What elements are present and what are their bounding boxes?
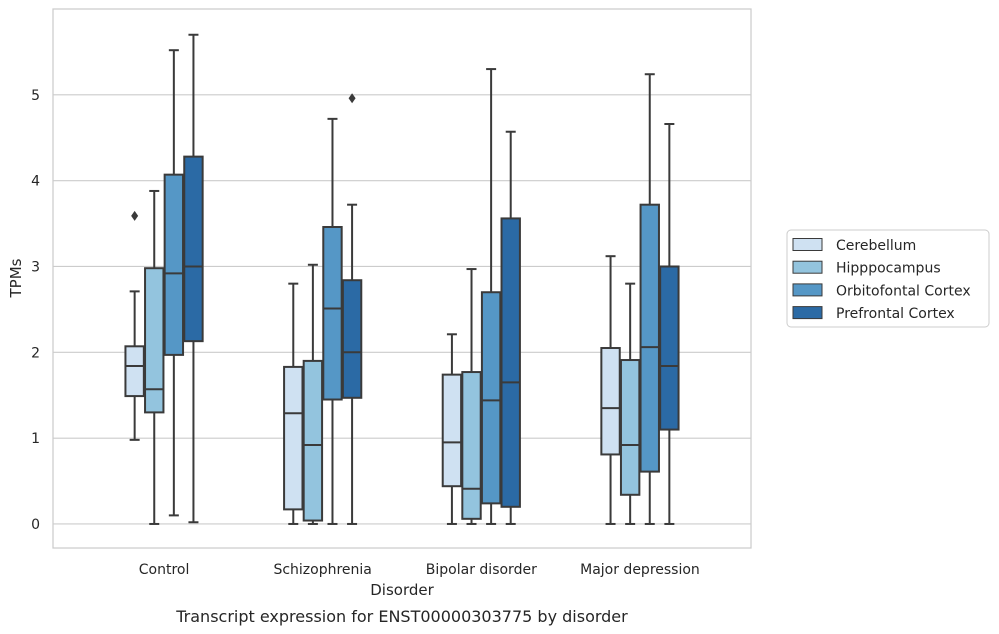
box-group: [600, 255, 621, 525]
box: [639, 203, 660, 473]
box: [619, 359, 641, 496]
box-group: [441, 333, 463, 525]
box: [341, 279, 363, 399]
box-group: [283, 282, 304, 525]
box: [480, 291, 502, 505]
y-tick-labels: 0 1 2 3 4 5: [31, 88, 40, 533]
legend-label: Orbitofontal Cortex: [836, 283, 971, 299]
box: [183, 155, 204, 343]
box-group: [341, 93, 363, 525]
box-group: [461, 268, 482, 525]
box: [441, 373, 463, 488]
legend-label: Cerebellum: [836, 238, 916, 254]
legend-items: Cerebellum Hipppocampus Orbitofontal Corte…: [792, 238, 971, 322]
y-tick-label: 4: [31, 174, 40, 190]
box-group: [322, 117, 343, 525]
box: [461, 371, 482, 520]
box: [163, 173, 185, 356]
legend-swatch: [792, 306, 823, 320]
box: [600, 347, 621, 456]
legend-swatch: [792, 283, 823, 297]
legend-frame: [786, 229, 990, 328]
y-tick-label: 3: [31, 259, 40, 275]
x-tick-label: Schizophrenia: [273, 562, 371, 578]
y-axis-label: TPMs: [7, 258, 25, 298]
x-tick-labels: Control Schizophrenia Bipolar disorder Majo…: [139, 562, 700, 578]
box-group: [500, 130, 521, 525]
outlier-point: [348, 93, 356, 104]
box: [283, 365, 304, 511]
legend-label: Prefrontal Cortex: [836, 306, 955, 322]
y-tick-label: 0: [31, 517, 40, 533]
y-tick-label: 5: [31, 88, 40, 104]
chart-caption: Transcript expression for ENST0000030377…: [175, 607, 628, 626]
box-group: [659, 123, 680, 525]
legend-swatch: [792, 260, 823, 274]
x-tick-label: Bipolar disorder: [426, 562, 537, 578]
boxes-layer: [124, 33, 680, 525]
box: [659, 265, 680, 431]
box: [302, 359, 324, 522]
box-group: [480, 68, 502, 525]
x-tick-label: Major depression: [580, 562, 700, 578]
box-group: [302, 263, 324, 525]
box: [500, 217, 521, 508]
legend: Cerebellum Hipppocampus Orbitofontal Corte…: [786, 229, 990, 328]
box: [144, 267, 165, 414]
box: [124, 345, 145, 398]
legend-label: Hipppocampus: [836, 261, 941, 277]
box-group: [183, 33, 204, 524]
box-group: [124, 210, 145, 441]
box: [322, 226, 343, 401]
box-group: [144, 189, 165, 525]
legend-swatch: [792, 238, 823, 251]
y-tick-label: 2: [31, 345, 40, 361]
x-tick-label: Control: [139, 562, 190, 578]
outlier-point: [131, 210, 139, 221]
x-axis-label: Disorder: [370, 581, 434, 599]
box-group: [639, 73, 660, 525]
box-group: [619, 282, 641, 525]
plot-frame: [52, 8, 752, 549]
y-tick-label: 1: [31, 431, 40, 447]
box-group: [163, 49, 185, 517]
